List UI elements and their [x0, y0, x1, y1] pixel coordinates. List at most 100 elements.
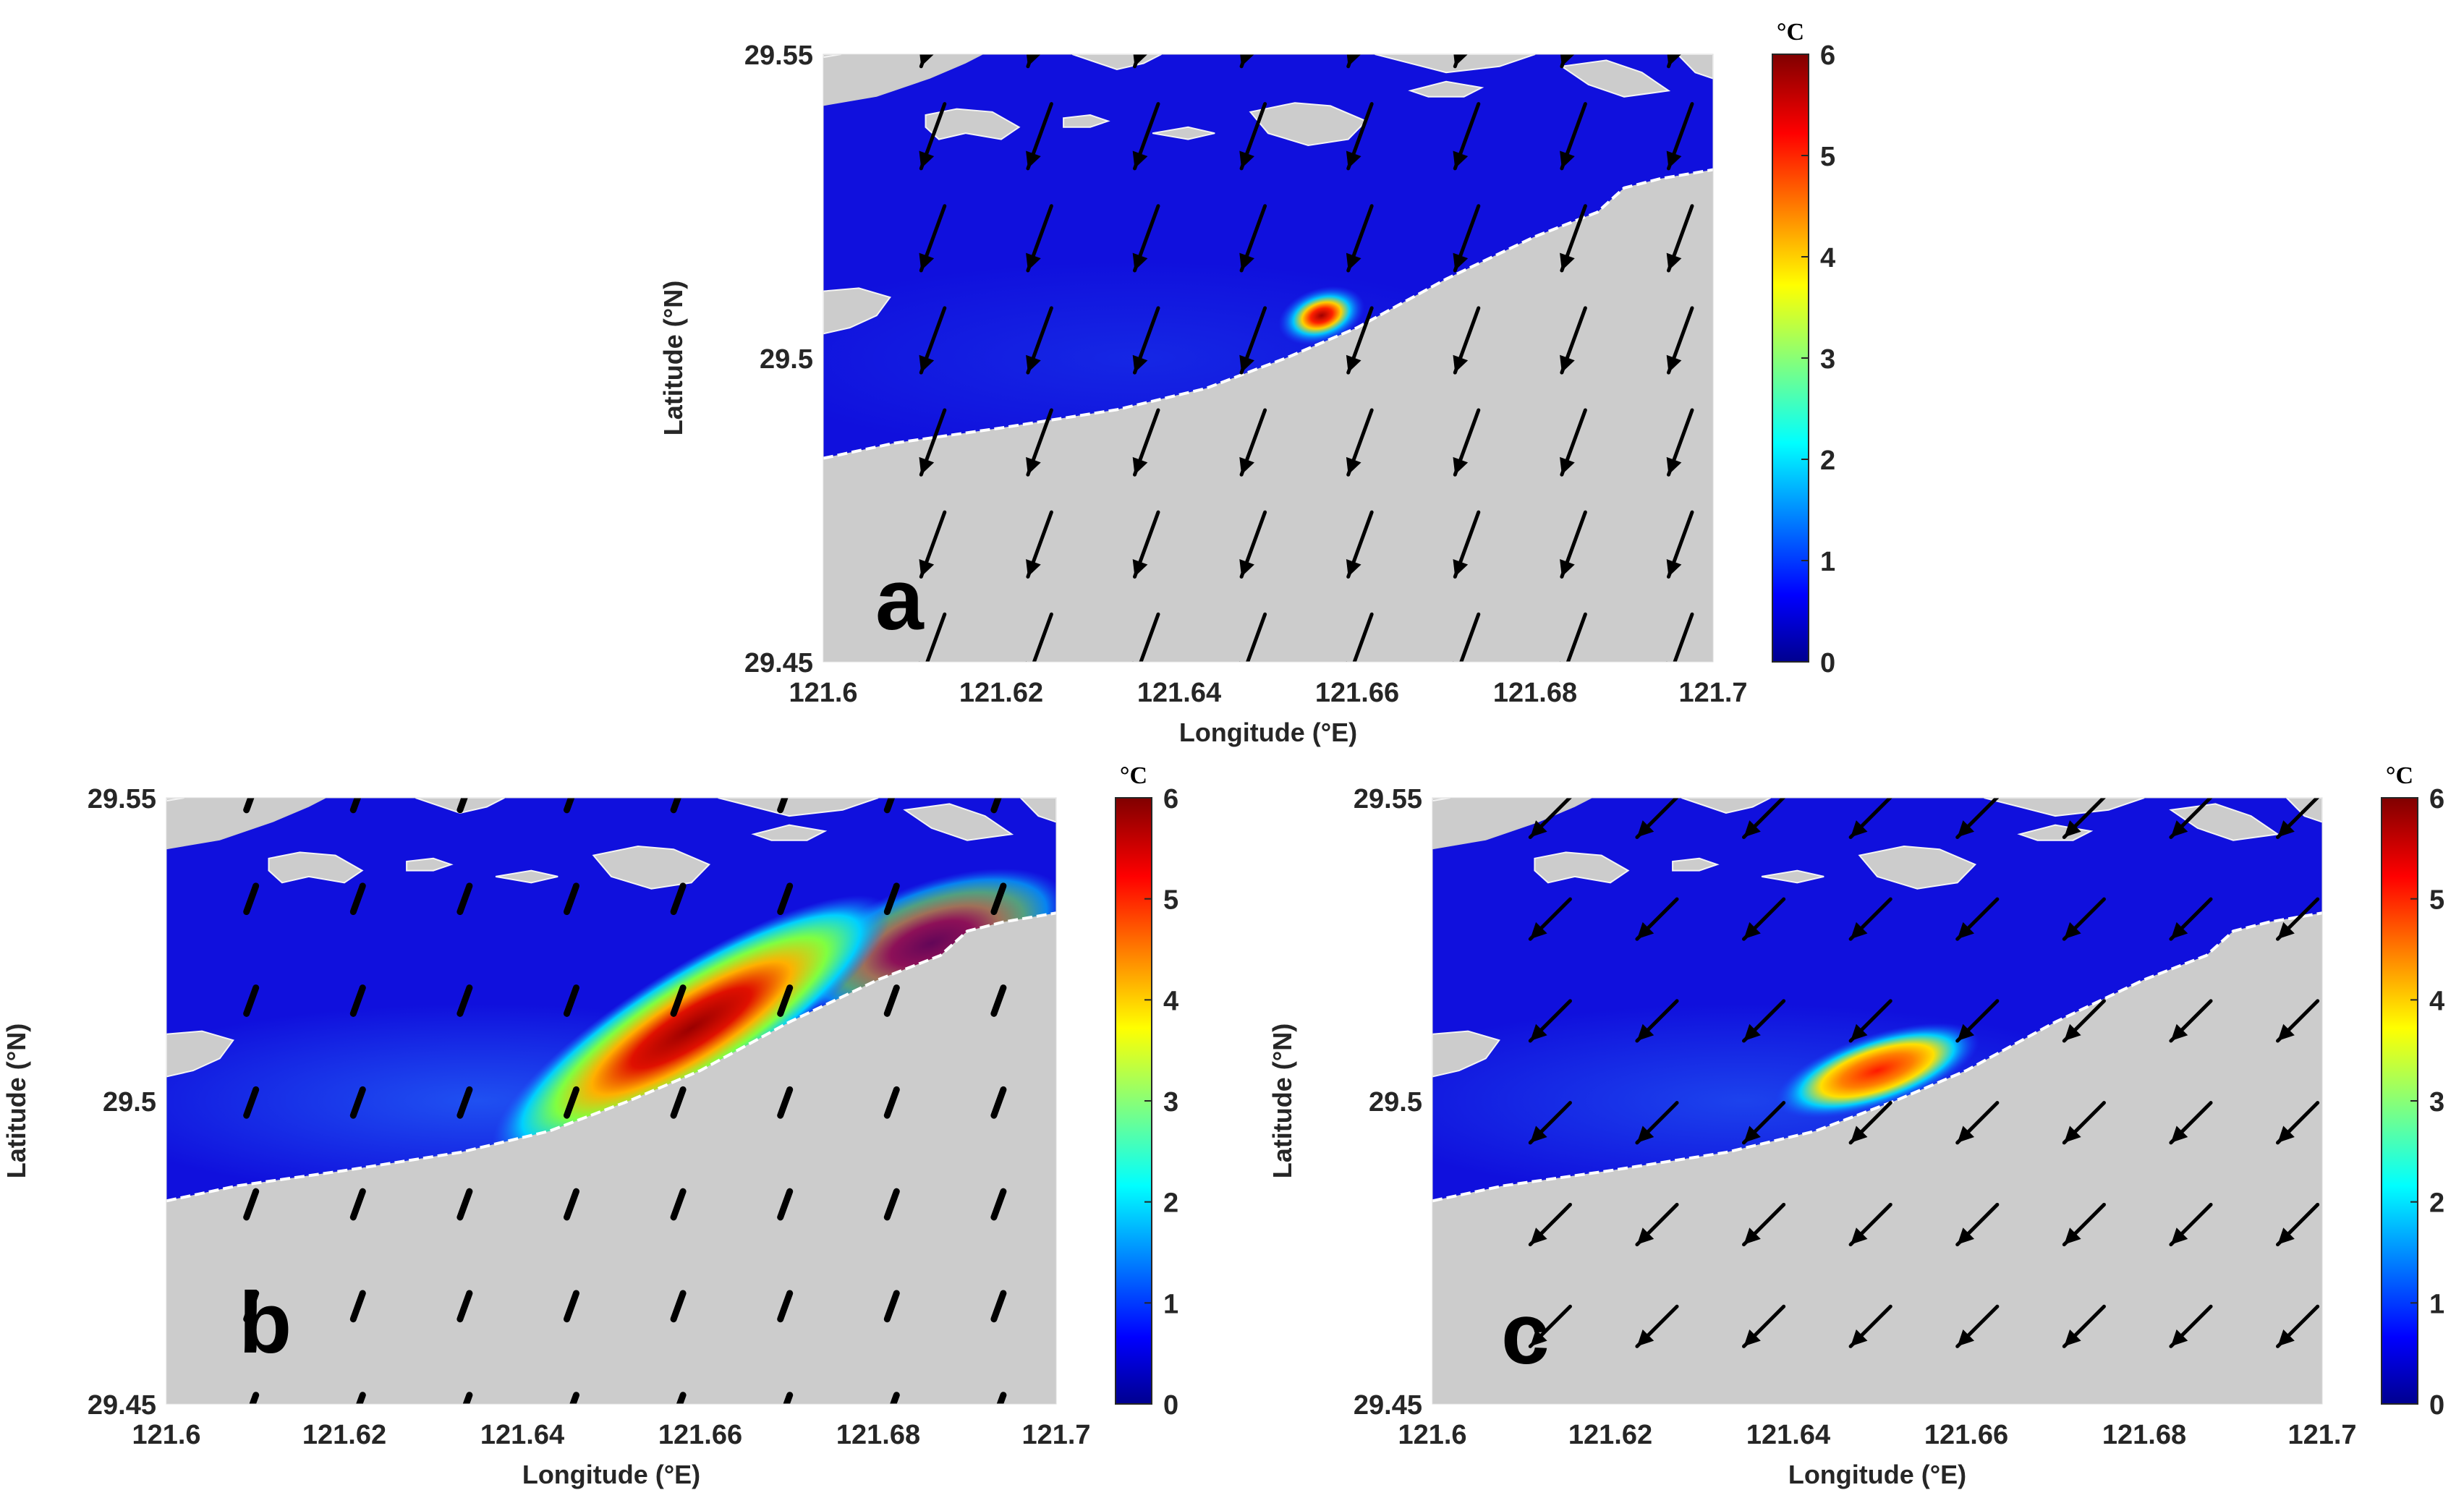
- arrow: [1101, 784, 1110, 810]
- colorbar-tick-label: 2: [2429, 1188, 2444, 1219]
- arrow: [1101, 988, 1110, 1014]
- x-tick-label: 121.7: [2287, 1420, 2356, 1450]
- map-area: [823, 54, 1788, 678]
- x-axis-label: Longitude (°E): [1179, 718, 1357, 747]
- arrow-head: [1530, 1227, 1547, 1245]
- north-coast: [1432, 798, 1593, 850]
- island: [1984, 798, 2145, 817]
- island: [751, 824, 828, 841]
- arrow: [1566, 612, 1587, 662]
- arrow-head: [1453, 558, 1469, 577]
- arrow-head: [1026, 558, 1041, 577]
- arrow-head: [1132, 661, 1135, 662]
- arrow: [1101, 1293, 1110, 1319]
- arrow-head: [1026, 661, 1028, 662]
- arrow-head: [1346, 661, 1348, 662]
- arrow-head: [1346, 54, 1361, 67]
- arrow-head: [2170, 1227, 2188, 1245]
- arrow: [243, 984, 260, 1017]
- arrow: [1032, 612, 1053, 662]
- colorbar-tick-label: 2: [1820, 446, 1835, 476]
- arrow-head: [919, 150, 935, 169]
- arrow-head: [1560, 54, 1575, 67]
- arrow-head: [2277, 1023, 2295, 1042]
- arrow-head: [1636, 1023, 1654, 1042]
- colorbar-tick-label: 4: [1820, 243, 1835, 273]
- colorbar-tick-label: 0: [1163, 1390, 1178, 1421]
- colorbar-tick-label: 0: [1820, 648, 1835, 678]
- arrow: [777, 798, 789, 814]
- x-tick-label: 121.68: [2102, 1420, 2186, 1450]
- arrow-head: [919, 661, 922, 662]
- arrow: [1352, 612, 1374, 662]
- arrow: [996, 1392, 1007, 1404]
- arrow: [2064, 1408, 2104, 1448]
- arrow: [456, 1086, 473, 1119]
- axes-frame: [1432, 797, 2323, 1405]
- arrow-head: [1743, 820, 1761, 838]
- arrow: [990, 984, 1007, 1017]
- arrow-head: [1239, 558, 1254, 577]
- island: [823, 287, 891, 335]
- arrow: [243, 1086, 260, 1119]
- island: [592, 845, 711, 890]
- arrow-head: [1239, 456, 1254, 475]
- arrow-head: [1743, 1023, 1761, 1042]
- arrow: [243, 1188, 260, 1221]
- island: [1681, 798, 1771, 814]
- island: [1432, 798, 1450, 802]
- arrow-head: [1773, 661, 1788, 678]
- arrow-head: [919, 354, 935, 373]
- arrow: [883, 798, 896, 814]
- velocity-arrows: [1528, 798, 2320, 1448]
- arrow-head: [1346, 558, 1361, 577]
- arrow-head: [2064, 1227, 2081, 1245]
- island: [1672, 857, 1720, 872]
- arrow-head: [1530, 1329, 1547, 1347]
- arrow-head: [1743, 1227, 1761, 1245]
- colorbar-tick-label: 4: [1163, 986, 1178, 1016]
- colorbar: 0 1 2 3 4 5 6 °C: [1772, 19, 1835, 678]
- arrow: [777, 882, 794, 916]
- arrow: [883, 1188, 900, 1221]
- arrow-head: [1026, 54, 1041, 67]
- colorbar-tick-label: 6: [1163, 784, 1178, 814]
- arrow-head: [1851, 1431, 1867, 1448]
- arrow: [349, 1290, 366, 1323]
- x-tick-label: 121.68: [1493, 678, 1577, 708]
- arrow: [356, 1392, 366, 1404]
- island: [925, 108, 1021, 140]
- x-tick-label: 121.62: [959, 678, 1043, 708]
- arrow-head: [1851, 922, 1868, 940]
- colorbar-tick-label: 1: [1820, 547, 1835, 577]
- island: [406, 857, 454, 872]
- colorbar-tick-label: 1: [1163, 1289, 1178, 1319]
- arrow-head: [1743, 1125, 1761, 1143]
- arrow: [456, 798, 468, 814]
- arrow: [456, 1290, 473, 1323]
- arrow-head: [2064, 1329, 2081, 1347]
- arrow-head: [1530, 820, 1547, 838]
- arrow-head: [1346, 354, 1361, 373]
- arrow-head: [1560, 661, 1562, 662]
- arrow-head: [2064, 922, 2081, 940]
- x-tick-label: 121.7: [1678, 678, 1747, 708]
- arrow-head: [1530, 922, 1547, 940]
- arrow-head: [2277, 922, 2295, 940]
- x-tick-label: 121.66: [1315, 678, 1399, 708]
- arrow: [676, 1392, 687, 1404]
- arrow-head: [1530, 1431, 1547, 1448]
- island: [166, 798, 184, 802]
- arrow-head: [1636, 1329, 1654, 1347]
- island: [1019, 798, 1056, 823]
- arrow-head: [1666, 354, 1682, 373]
- x-tick-label: 121.6: [1398, 1420, 1466, 1450]
- x-axis-label: Longitude (°E): [1788, 1460, 1966, 1489]
- island: [1152, 126, 1215, 140]
- arrow: [777, 984, 794, 1017]
- arrow-head: [1560, 150, 1575, 169]
- colorbar-tick-label: 2: [1163, 1188, 1178, 1219]
- axes-frame: [823, 54, 1714, 663]
- coastline: [823, 168, 1713, 460]
- arrow: [777, 1188, 794, 1221]
